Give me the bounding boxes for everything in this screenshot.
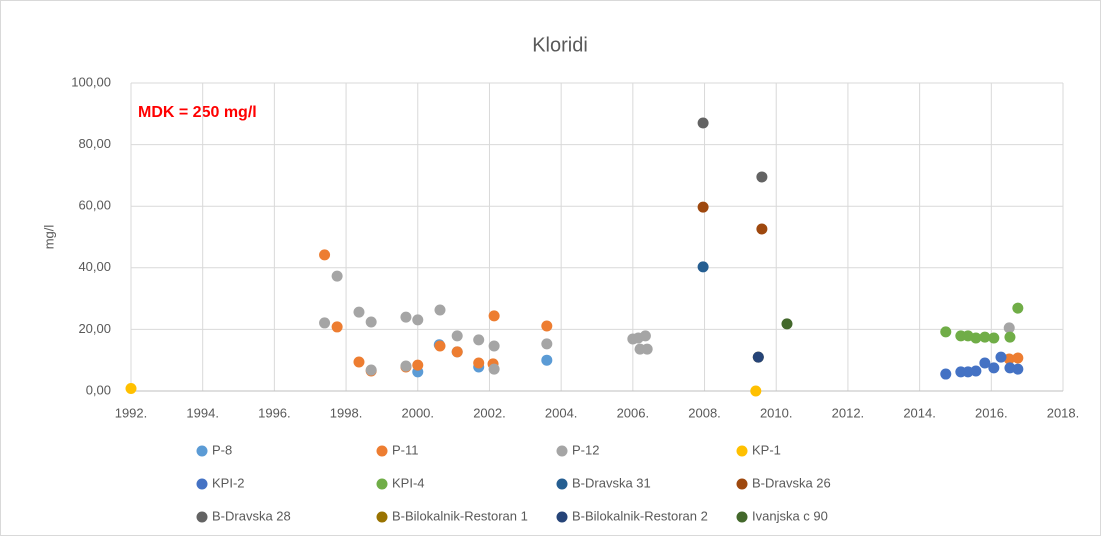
legend-marker <box>736 478 748 490</box>
x-tick-label: 2008. <box>688 405 721 420</box>
point <box>756 171 768 183</box>
annotation: MDK = 250 mg/l <box>138 104 257 121</box>
point <box>365 316 377 328</box>
point <box>979 331 991 343</box>
x-tick-label: 1992. <box>115 405 148 420</box>
point <box>331 321 343 333</box>
legend-label: KPI-2 <box>212 475 245 490</box>
x-tick-label: 2002. <box>473 405 506 420</box>
point <box>365 364 377 376</box>
y-tick-label: 60,00 <box>78 198 111 213</box>
point <box>331 270 343 282</box>
point <box>488 363 500 375</box>
x-tick-label: 2012. <box>832 405 865 420</box>
x-tick-label: 1996. <box>258 405 291 420</box>
point <box>434 304 446 316</box>
point <box>641 343 653 355</box>
point <box>319 249 331 261</box>
point <box>488 310 500 322</box>
legend-label: B-Dravska 26 <box>752 475 831 490</box>
legend-label: P-12 <box>572 442 599 457</box>
legend-marker <box>736 445 748 457</box>
point <box>697 261 709 273</box>
legend-label: P-11 <box>392 442 419 457</box>
point <box>756 223 768 235</box>
point <box>353 356 365 368</box>
point <box>639 330 651 342</box>
point <box>473 334 485 346</box>
point <box>697 117 709 129</box>
point <box>400 311 412 323</box>
y-tick-label: 100,00 <box>71 74 111 89</box>
legend-label: KP-1 <box>752 442 781 457</box>
y-tick-label: 80,00 <box>78 136 111 151</box>
x-tick-label: 2010. <box>760 405 793 420</box>
legend-marker <box>196 478 208 490</box>
point <box>541 320 553 332</box>
legend-label: B-Dravska 31 <box>572 475 651 490</box>
y-tick-label: 40,00 <box>78 259 111 274</box>
point <box>1003 322 1015 334</box>
point <box>125 383 137 395</box>
legend-label: B-Dravska 28 <box>212 508 291 523</box>
point <box>451 346 463 358</box>
x-tick-label: 1994. <box>186 405 219 420</box>
legend-marker <box>376 478 388 490</box>
point <box>781 318 793 330</box>
x-tick-label: 2000. <box>401 405 434 420</box>
legend-label: B-Bilokalnik-Restoran 2 <box>572 508 708 523</box>
point <box>979 357 991 369</box>
point <box>752 351 764 363</box>
point <box>412 359 424 371</box>
point <box>988 332 1000 344</box>
point <box>1004 331 1016 343</box>
point <box>1012 302 1024 314</box>
point <box>1003 353 1015 365</box>
y-tick-label: 0,00 <box>86 382 111 397</box>
point <box>970 365 982 377</box>
legend-label: P-8 <box>212 442 232 457</box>
legend-marker <box>196 511 208 523</box>
x-tick-label: 2018. <box>1047 405 1080 420</box>
point <box>541 338 553 350</box>
legend-label: Ivanjska c 90 <box>752 508 828 523</box>
point <box>451 330 463 342</box>
point <box>434 340 446 352</box>
point <box>1012 363 1024 375</box>
legend-marker <box>196 445 208 457</box>
legend-marker <box>556 478 568 490</box>
point <box>988 362 1000 374</box>
point <box>473 357 485 369</box>
y-tick-label: 20,00 <box>78 321 111 336</box>
point <box>750 385 762 397</box>
point <box>412 314 424 326</box>
legend-marker <box>376 445 388 457</box>
x-tick-label: 2014. <box>903 405 936 420</box>
point <box>1012 352 1024 364</box>
point <box>940 368 952 380</box>
point <box>541 354 553 366</box>
y-axis-label: mg/l <box>41 225 56 250</box>
legend-marker <box>556 511 568 523</box>
point <box>488 340 500 352</box>
point <box>353 306 365 318</box>
x-tick-label: 1998. <box>330 405 363 420</box>
legend-label: KPI-4 <box>392 475 425 490</box>
x-tick-label: 2016. <box>975 405 1008 420</box>
point <box>970 332 982 344</box>
legend-label: B-Bilokalnik-Restoran 1 <box>392 508 528 523</box>
chart-title: Kloridi <box>532 34 588 56</box>
x-tick-label: 2004. <box>545 405 578 420</box>
point <box>400 360 412 372</box>
point <box>319 317 331 329</box>
legend-marker <box>376 511 388 523</box>
point <box>697 201 709 213</box>
legend-marker <box>736 511 748 523</box>
x-tick-label: 2006. <box>617 405 650 420</box>
point <box>995 351 1007 363</box>
point <box>940 326 952 338</box>
legend-marker <box>556 445 568 457</box>
